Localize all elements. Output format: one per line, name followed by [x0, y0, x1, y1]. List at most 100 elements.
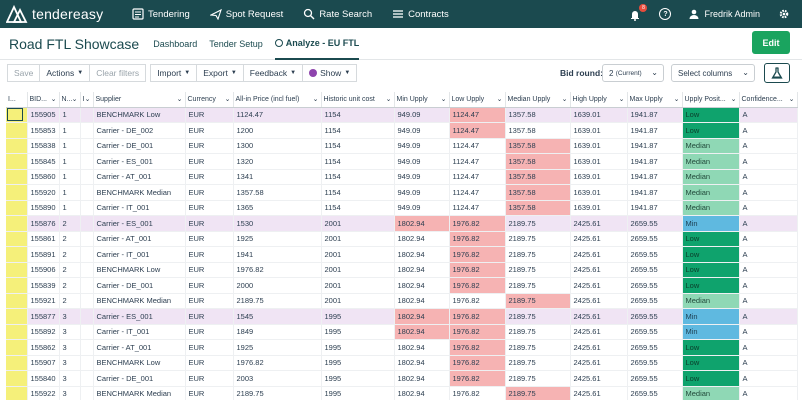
table-cell-cur[interactable]: EUR	[185, 324, 234, 340]
table-cell-supplier[interactable]: Carrier - ES_001	[93, 308, 186, 325]
nav-rate-search[interactable]: Rate Search	[303, 8, 372, 20]
table-row[interactable]: 155840 3 Carrier - DE_001 EUR 2003 1995 1802.9…	[6, 370, 798, 387]
table-cell-min[interactable]: 1802.94	[394, 215, 450, 232]
save-button[interactable]: Save	[7, 63, 40, 82]
table-cell-price[interactable]: 1941	[233, 246, 322, 263]
row-select-cell[interactable]	[6, 370, 28, 387]
column-header[interactable]: Max Upply ⌄	[627, 92, 683, 108]
table-cell-max[interactable]: 2659.55	[627, 339, 683, 356]
table-cell-high[interactable]: 2425.61	[570, 324, 628, 340]
table-cell-pos[interactable]: Min	[682, 308, 740, 325]
column-header[interactable]: Low Upply ⌄	[449, 92, 506, 108]
table-cell-max[interactable]: 1941.87	[627, 200, 683, 216]
table-cell-low[interactable]: 1976.82	[449, 277, 506, 294]
table-cell-n[interactable]: 2	[59, 231, 81, 247]
table-cell-low[interactable]: 1976.82	[449, 339, 506, 356]
table-cell-low[interactable]: 1124.47	[449, 138, 506, 154]
table-row[interactable]: 155877 3 Carrier - ES_001 EUR 1545 1995 1802.9…	[6, 308, 798, 325]
chevron-down-icon[interactable]: ⌄	[176, 96, 183, 103]
column-header[interactable]: Median Upply ⌄	[505, 92, 571, 108]
table-cell-low[interactable]: 1124.47	[449, 169, 506, 185]
table-cell-empty[interactable]	[80, 231, 94, 247]
table-cell-med[interactable]: 2189.75	[505, 262, 571, 278]
chevron-down-icon[interactable]: ⌄	[71, 96, 78, 103]
table-cell-high[interactable]: 2425.61	[570, 246, 628, 263]
tab-analyze-eu-ftl[interactable]: Analyze - EU FTL	[274, 28, 360, 60]
table-row[interactable]: 155892 3 Carrier - IT_001 EUR 1849 1995 1802.9…	[6, 324, 798, 340]
table-cell-conf[interactable]: A	[739, 355, 798, 371]
table-row[interactable]: 155838 1 Carrier - DE_001 EUR 1300 1154 949.09…	[6, 138, 798, 154]
table-cell-empty[interactable]	[80, 200, 94, 216]
table-cell-conf[interactable]: A	[739, 138, 798, 154]
chevron-down-icon[interactable]: ⌄	[496, 96, 503, 103]
table-cell-max[interactable]: 2659.55	[627, 355, 683, 371]
table-cell-empty[interactable]	[80, 339, 94, 356]
table-cell-n[interactable]: 1	[59, 122, 81, 139]
row-select-cell[interactable]	[6, 293, 28, 309]
table-cell-bid[interactable]: 155876	[27, 215, 60, 232]
table-cell-hist[interactable]: 1154	[321, 153, 395, 170]
table-cell-min[interactable]: 1802.94	[394, 308, 450, 325]
chevron-down-icon[interactable]: ⌄	[385, 96, 392, 103]
table-cell-low[interactable]: 1124.47	[449, 122, 506, 139]
table-cell-bid[interactable]: 155891	[27, 246, 60, 263]
table-cell-supplier[interactable]: BENCHMARK Low	[93, 262, 186, 278]
table-cell-low[interactable]: 1976.82	[449, 262, 506, 278]
table-row[interactable]: 155845 1 Carrier - ES_001 EUR 1320 1154 949.09…	[6, 153, 798, 170]
table-cell-n[interactable]: 1	[59, 107, 81, 123]
table-cell-pos[interactable]: Low	[682, 370, 740, 387]
table-cell-cur[interactable]: EUR	[185, 107, 234, 123]
table-cell-low[interactable]: 1124.47	[449, 107, 506, 123]
table-cell-conf[interactable]: A	[739, 231, 798, 247]
table-cell-empty[interactable]	[80, 277, 94, 294]
table-cell-n[interactable]: 1	[59, 200, 81, 216]
table-cell-bid[interactable]: 155845	[27, 153, 60, 170]
column-header[interactable]: Currency ⌄	[185, 92, 234, 108]
table-cell-n[interactable]: 3	[59, 339, 81, 356]
table-cell-low[interactable]: 1976.82	[449, 386, 506, 400]
row-select-cell[interactable]	[6, 308, 28, 325]
column-header[interactable]: N... ⌄	[59, 92, 81, 108]
table-cell-min[interactable]: 1802.94	[394, 246, 450, 263]
table-cell-supplier[interactable]: Carrier - IT_001	[93, 200, 186, 216]
table-cell-max[interactable]: 1941.87	[627, 184, 683, 201]
table-cell-max[interactable]: 1941.87	[627, 122, 683, 139]
table-cell-hist[interactable]: 1995	[321, 324, 395, 340]
table-cell-hist[interactable]: 1995	[321, 308, 395, 325]
table-cell-med[interactable]: 2189.75	[505, 277, 571, 294]
table-cell-pos[interactable]: Low	[682, 339, 740, 356]
table-cell-med[interactable]: 2189.75	[505, 355, 571, 371]
table-cell-n[interactable]: 1	[59, 138, 81, 154]
table-cell-empty[interactable]	[80, 184, 94, 201]
table-cell-high[interactable]: 1639.01	[570, 107, 628, 123]
chevron-down-icon[interactable]: ⌄	[50, 96, 57, 103]
table-cell-supplier[interactable]: BENCHMARK Median	[93, 184, 186, 201]
row-select-cell[interactable]	[6, 324, 28, 340]
flask-button[interactable]	[764, 63, 790, 83]
table-cell-n[interactable]: 2	[59, 262, 81, 278]
table-cell-high[interactable]: 2425.61	[570, 231, 628, 247]
row-select-cell[interactable]	[6, 246, 28, 263]
table-cell-bid[interactable]: 155907	[27, 355, 60, 371]
table-cell-max[interactable]: 2659.55	[627, 386, 683, 400]
table-cell-max[interactable]: 1941.87	[627, 107, 683, 123]
column-header[interactable]: I...	[6, 92, 28, 108]
table-cell-pos[interactable]: Median	[682, 293, 740, 309]
table-cell-hist[interactable]: 1154	[321, 184, 395, 201]
column-header[interactable]: BID... ⌄	[27, 92, 60, 108]
table-cell-low[interactable]: 1124.47	[449, 153, 506, 170]
table-cell-hist[interactable]: 1995	[321, 386, 395, 400]
table-cell-supplier[interactable]: BENCHMARK Low	[93, 355, 186, 371]
table-cell-min[interactable]: 1802.94	[394, 277, 450, 294]
table-cell-n[interactable]: 2	[59, 293, 81, 309]
row-select-cell[interactable]	[6, 262, 28, 278]
table-cell-conf[interactable]: A	[739, 122, 798, 139]
export-dropdown[interactable]: Export ▼	[196, 63, 243, 82]
table-cell-price[interactable]: 1925	[233, 231, 322, 247]
table-cell-cur[interactable]: EUR	[185, 308, 234, 325]
table-cell-empty[interactable]	[80, 355, 94, 371]
table-cell-supplier[interactable]: Carrier - AT_001	[93, 231, 186, 247]
table-cell-price[interactable]: 2189.75	[233, 386, 322, 400]
table-cell-supplier[interactable]: Carrier - DE_001	[93, 277, 186, 294]
table-cell-bid[interactable]: 155906	[27, 262, 60, 278]
